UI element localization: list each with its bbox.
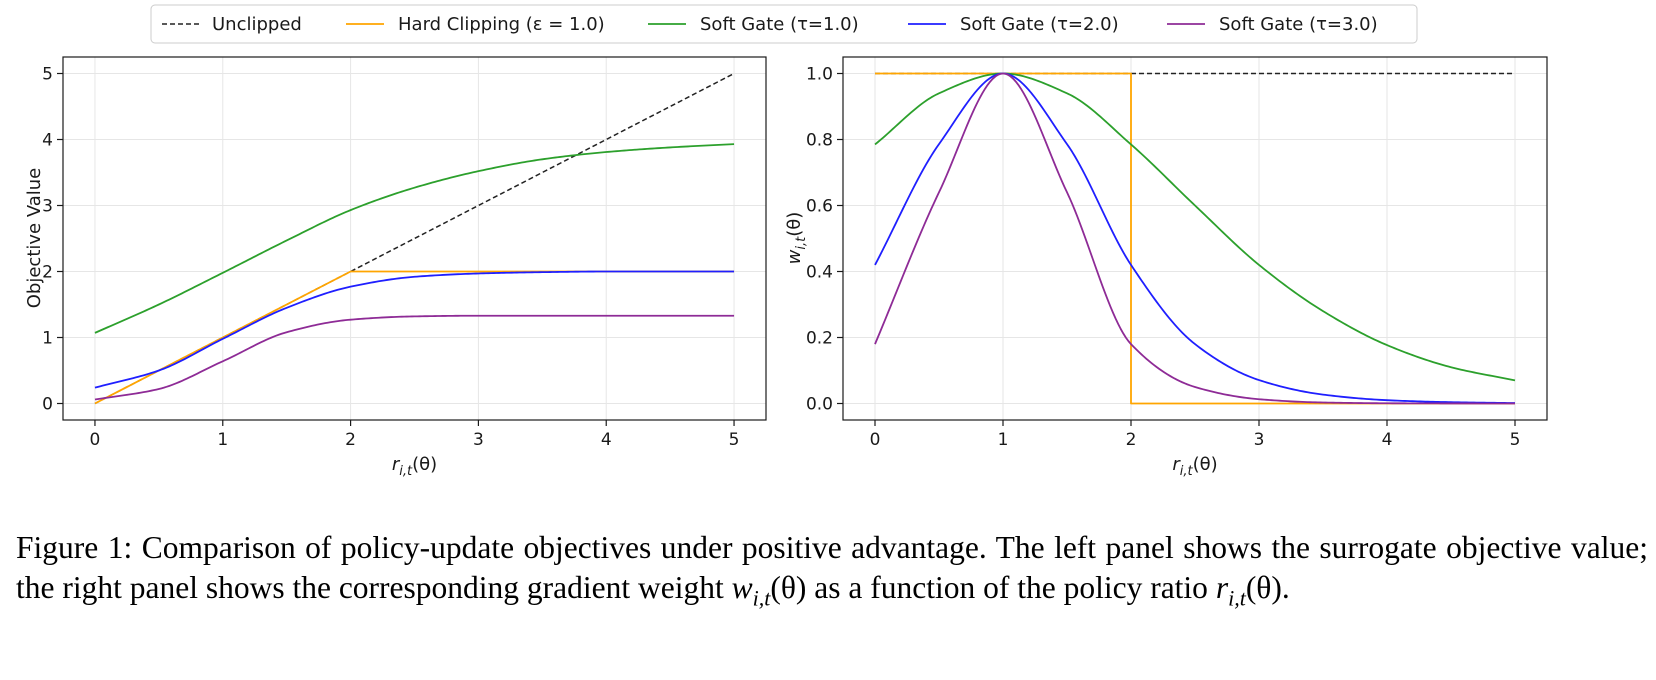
y-tick-label: 0.4 — [806, 263, 833, 283]
series-line-soft-gate-2-0 — [94, 270, 735, 389]
x-tick-label: 4 — [601, 430, 612, 450]
legend-label-soft-gate-1-0: Soft Gate (τ=1.0) — [700, 14, 859, 35]
y-tick-label: 0.0 — [806, 395, 833, 415]
figure-caption: Figure 1: Comparison of policy-update ob… — [16, 528, 1648, 618]
y-tick-label: 5 — [42, 65, 53, 85]
x-axis-label: ri,t(θ) — [392, 454, 437, 479]
series-line-soft-gate-2-0 — [874, 72, 1516, 404]
caption-w-subscript: i,t — [752, 585, 771, 611]
x-tick-label: 2 — [345, 430, 356, 450]
legend-label-soft-gate-2-0: Soft Gate (τ=2.0) — [960, 14, 1119, 35]
figure: 0 1 2 3 4 5 0 1 2 3 4 5 ri,t(θ) Objective Value 0 1 2 3 4 5… — [24, 4, 1548, 479]
legend-box — [150, 4, 1418, 44]
series-line-hard-clipping-1-0 — [875, 72, 1515, 405]
caption-r-symbol: r — [1215, 570, 1229, 605]
legend-label-hard-clipping-1-0: Hard Clipping (ε = 1.0) — [398, 14, 605, 35]
series-line-soft-gate-3-0 — [874, 72, 1515, 405]
y-tick-label: 3 — [42, 197, 53, 217]
series-line-soft-gate-3-0 — [94, 314, 735, 401]
panel-right: 0 1 2 3 4 5 0.0 0.2 0.4 0.6 0.8 1.0 ri,t(θ) wi,t(θ) — [784, 56, 1548, 479]
y-tick-label: 1 — [42, 329, 53, 349]
y-tick-label: 0.6 — [806, 197, 833, 217]
caption-text-2: as a function of the policy ratio — [806, 570, 1216, 605]
legend-label-soft-gate-3-0: Soft Gate (τ=3.0) — [1219, 14, 1378, 35]
x-axis-label: ri,t(θ) — [1172, 454, 1217, 479]
series-line-soft-gate-1-0 — [874, 72, 1516, 382]
x-tick-label: 2 — [1126, 430, 1137, 450]
x-tick-label: 1 — [217, 430, 228, 450]
x-tick-label: 1 — [998, 430, 1009, 450]
x-tick-label: 0 — [90, 430, 101, 450]
y-tick-label: 0 — [42, 395, 53, 415]
x-tick-label: 0 — [870, 430, 881, 450]
caption-text-1: Figure 1: Comparison of policy-update ob… — [16, 530, 1648, 605]
y-tick-label: 1.0 — [806, 65, 833, 85]
x-tick-label: 5 — [729, 430, 740, 450]
caption-r-subscript: i,t — [1228, 585, 1246, 611]
legend-label-unclipped: Unclipped — [212, 14, 302, 35]
axes-frame — [62, 56, 767, 421]
x-tick-label: 5 — [1510, 430, 1521, 450]
legend: Unclipped Hard Clipping (ε = 1.0) Soft Gat… — [150, 4, 1418, 44]
caption-r-arg: (θ) — [1245, 570, 1282, 605]
y-tick-label: 4 — [42, 131, 53, 151]
panel-left: 0 1 2 3 4 5 0 1 2 3 4 5 ri,t(θ) Objective Value — [24, 56, 767, 479]
y-axis-label: Objective Value — [24, 168, 45, 309]
x-tick-label: 4 — [1382, 430, 1393, 450]
y-tick-label: 2 — [42, 263, 53, 283]
x-tick-label: 3 — [473, 430, 484, 450]
x-tick-label: 3 — [1254, 430, 1265, 450]
caption-text-3: . — [1281, 570, 1290, 605]
caption-w-arg: (θ) — [770, 570, 807, 605]
axes-frame — [842, 56, 1548, 421]
y-axis-label: wi,t(θ) — [784, 212, 809, 265]
y-tick-label: 0.2 — [806, 329, 833, 349]
y-tick-label: 0.8 — [806, 131, 833, 151]
caption-w-symbol: w — [731, 570, 753, 605]
series-line-soft-gate-1-0 — [94, 143, 735, 334]
